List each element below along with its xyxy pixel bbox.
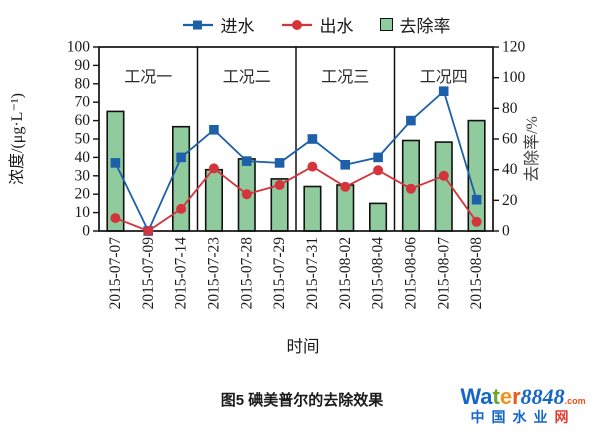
- circle-data-marker: [307, 161, 318, 172]
- right-axis: 0 20 40 60 80 100 120: [493, 39, 526, 240]
- circle-data-marker: [241, 189, 252, 200]
- left-axis-tick-label: 60: [75, 112, 91, 129]
- left-axis-tick-label: 20: [75, 186, 91, 203]
- series-line: [114, 89, 478, 234]
- removal-rate-bar: [368, 202, 388, 232]
- x-axis-tick-label: 2015-07-07: [107, 237, 124, 310]
- circle-data-marker: [438, 170, 449, 181]
- series-line: [115, 165, 478, 233]
- square-data-marker: [471, 194, 482, 205]
- left-axis-tick-label: 0: [82, 223, 90, 240]
- line-square-marker-icon: [182, 20, 213, 29]
- right-axis-tick-label: 60: [502, 131, 518, 148]
- left-axis-tick-label: 50: [75, 131, 91, 148]
- right-axis-tick-label: 20: [502, 192, 518, 209]
- circle-data-marker: [405, 183, 416, 194]
- circle-data-marker: [373, 165, 384, 176]
- watermark-part: .com: [564, 396, 586, 406]
- right-axis-tick-label: 100: [502, 69, 526, 86]
- square-data-marker: [438, 86, 449, 96]
- right-axis-tick-label: 40: [502, 161, 518, 178]
- removal-rate-bar: [303, 185, 322, 232]
- x-axis-tick-label: 2015-07-14: [173, 237, 190, 310]
- chart-legend: 进水 出水 去除率: [0, 12, 604, 37]
- legend-item-influent: 进水: [182, 12, 255, 37]
- square-data-marker: [406, 115, 416, 126]
- square-data-marker: [209, 125, 219, 135]
- x-axis-tick-label: 2015-08-08: [468, 237, 485, 310]
- square-data-marker: [307, 134, 318, 144]
- watermark-part: 中国水业: [470, 409, 555, 426]
- left-axis-tick-label: 10: [75, 204, 91, 221]
- circle-data-marker: [471, 216, 482, 227]
- left-axis-tick-label: 90: [75, 57, 91, 74]
- circle-data-marker: [110, 213, 121, 224]
- watermark-part: 网: [554, 409, 576, 426]
- left-axis-tick-label: 70: [75, 94, 91, 111]
- x-axis-title: 时间: [287, 337, 320, 356]
- left-axis-tick-label: 100: [67, 39, 91, 56]
- square-data-marker: [340, 160, 350, 170]
- square-data-marker: [241, 156, 252, 166]
- square-data-marker: [176, 152, 186, 163]
- x-axis-labels: 2015-07-07 2015-07-09 2015-07-14 2015-07-23…: [107, 237, 485, 310]
- region-label: 工况四: [420, 69, 468, 86]
- removal-rate-bar: [336, 184, 355, 232]
- region-label: 工况三: [321, 69, 369, 86]
- legend-label-removal-rate: 去除率: [399, 17, 451, 36]
- line-circle-marker-icon: [281, 19, 312, 30]
- right-axis-title: 去除率/%: [523, 116, 541, 182]
- x-axis-tick-label: 2015-08-07: [435, 237, 452, 310]
- x-axis-tick-label: 2015-07-09: [140, 237, 157, 310]
- square-data-marker: [110, 158, 121, 168]
- watermark-logo-text: Water8848.com: [448, 385, 598, 408]
- left-axis-title: 浓度/(μg·L⁻¹): [8, 93, 26, 185]
- x-axis-tick-label: 2015-07-28: [238, 237, 255, 310]
- left-axis-tick-label: 40: [75, 149, 91, 166]
- x-axis-tick-label: 2015-07-23: [205, 237, 222, 310]
- circle-data-marker: [143, 226, 154, 236]
- x-axis-tick-label: 2015-07-29: [271, 237, 288, 310]
- legend-item-effluent: 出水: [281, 12, 354, 37]
- removal-rate-bar: [172, 125, 191, 232]
- circle-data-marker: [274, 180, 285, 190]
- legend-label-influent: 进水: [220, 17, 255, 36]
- figure-caption: 图5 碘美普尔的去除效果: [220, 392, 384, 409]
- region-label: 工况一: [124, 69, 172, 86]
- watermark: Water8848.com 中国水业网: [448, 385, 598, 425]
- legend-item-removal-rate: 去除率: [379, 12, 451, 37]
- left-axis-tick-label: 30: [75, 167, 91, 184]
- watermark-chinese-text: 中国水业网: [448, 410, 598, 425]
- effluent-line-series: [110, 161, 482, 236]
- watermark-part: r: [512, 384, 521, 409]
- x-axis-tick-label: 2015-07-31: [304, 237, 321, 309]
- bar-swatch-icon: [379, 18, 393, 31]
- right-axis-tick-label: 80: [502, 100, 518, 117]
- watermark-part: 8848: [520, 384, 565, 409]
- region-label: 工况二: [223, 69, 271, 86]
- x-axis-tick-label: 2015-08-06: [402, 237, 419, 310]
- square-data-marker: [373, 152, 383, 163]
- removal-rate-bar: [434, 141, 453, 232]
- removal-rate-bar: [204, 168, 223, 232]
- legend-label-effluent: 出水: [319, 17, 354, 36]
- right-axis-tick-label: 120: [502, 39, 526, 56]
- square-data-marker: [274, 158, 285, 168]
- influent-line-series: [110, 86, 482, 236]
- right-axis-tick-label: 0: [502, 223, 510, 240]
- x-axis-tick-label: 2015-08-04: [370, 237, 387, 310]
- combo-chart: 工况一 工况二 工况三 工况四0102030405060708090100020406…: [8, 39, 541, 357]
- x-axis-tick-label: 2015-08-02: [337, 237, 354, 309]
- watermark-part: Wa: [460, 384, 493, 409]
- circle-data-marker: [340, 181, 351, 192]
- circle-data-marker: [208, 163, 219, 174]
- left-axis-tick-label: 80: [75, 75, 91, 92]
- watermark-part: e: [499, 384, 513, 409]
- removal-rate-bar: [106, 110, 125, 232]
- circle-data-marker: [176, 203, 187, 214]
- condition-regions: 工况一 工况二 工况三 工况四: [124, 47, 468, 231]
- watermark-part: t: [492, 384, 500, 409]
